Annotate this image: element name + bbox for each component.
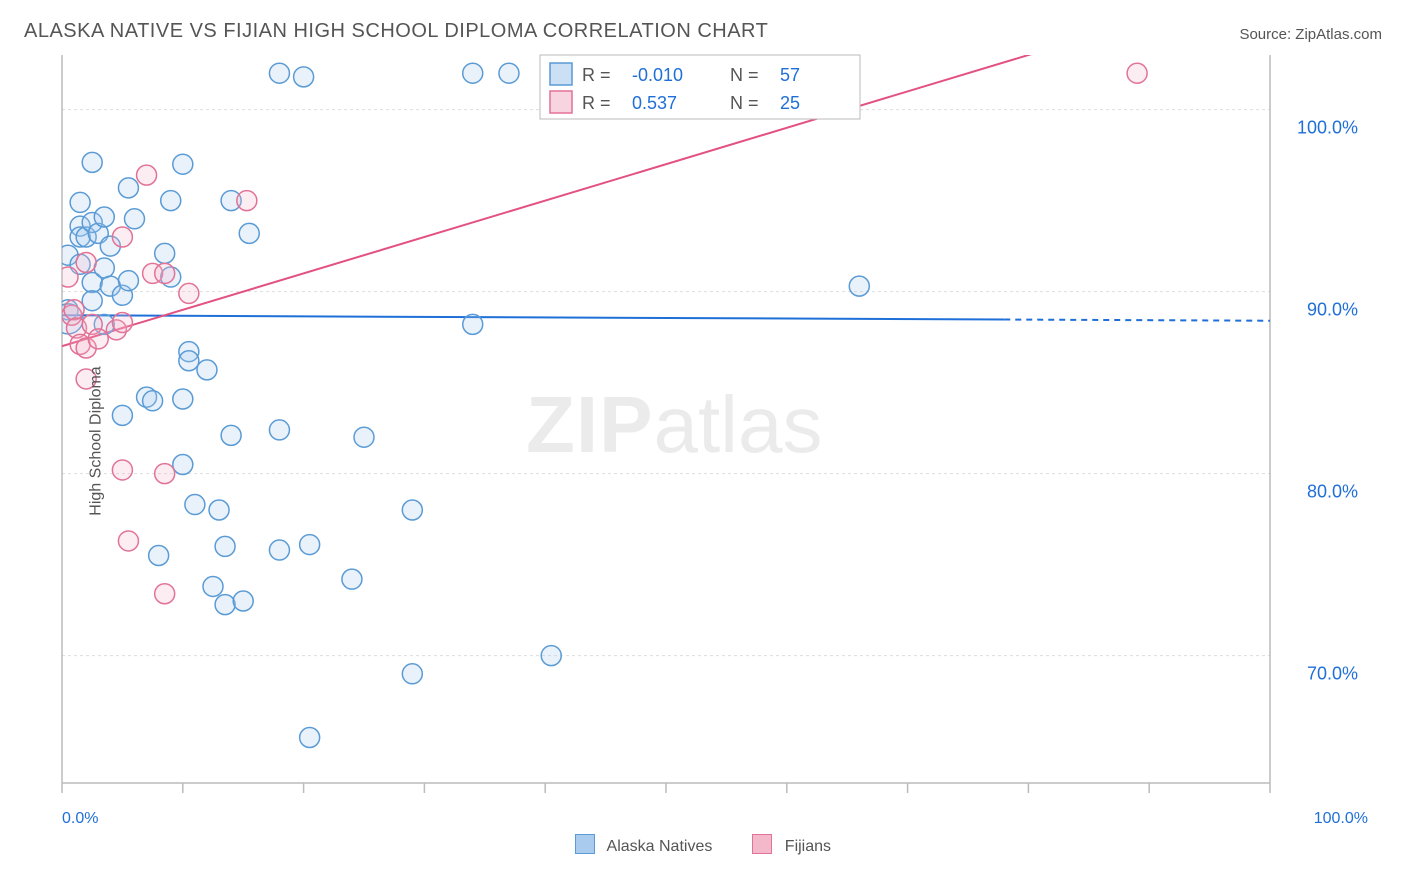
svg-text:80.0%: 80.0%: [1307, 482, 1358, 502]
legend-item-alaska: Alaska Natives: [575, 834, 712, 856]
x-axis-end-labels: 0.0% 100.0%: [60, 810, 1370, 828]
svg-text:-0.010: -0.010: [632, 65, 683, 85]
svg-text:N =: N =: [730, 93, 759, 113]
chart-container: High School Diploma 70.0% 80.0% 90.0% 100.0…: [60, 53, 1386, 828]
svg-text:90.0%: 90.0%: [1307, 300, 1358, 320]
legend-swatch-fijians: [752, 834, 772, 854]
svg-text:N =: N =: [730, 65, 759, 85]
svg-text:70.0%: 70.0%: [1307, 664, 1358, 684]
svg-text:25: 25: [780, 93, 800, 113]
x-axis-min-label: 0.0%: [62, 810, 98, 828]
legend-swatch-alaska: [575, 834, 595, 854]
chart-title: ALASKA NATIVE VS FIJIAN HIGH SCHOOL DIPL…: [24, 20, 768, 43]
chart-source: Source: ZipAtlas.com: [1239, 26, 1382, 43]
chart-header: ALASKA NATIVE VS FIJIAN HIGH SCHOOL DIPL…: [0, 0, 1406, 53]
scatter-chart: 70.0% 80.0% 90.0% 100.0% R = -0.010 N = 57 R = 0.…: [60, 53, 1366, 801]
svg-text:100.0%: 100.0%: [1297, 118, 1358, 138]
svg-text:0.537: 0.537: [632, 93, 677, 113]
svg-text:57: 57: [780, 65, 800, 85]
legend-item-fijians: Fijians: [752, 834, 831, 856]
svg-text:R =: R =: [582, 93, 611, 113]
x-axis-max-label: 100.0%: [1314, 810, 1368, 828]
y-axis-label: High School Diploma: [88, 366, 106, 515]
bottom-legend: Alaska Natives Fijians: [0, 834, 1406, 856]
svg-text:R =: R =: [582, 65, 611, 85]
